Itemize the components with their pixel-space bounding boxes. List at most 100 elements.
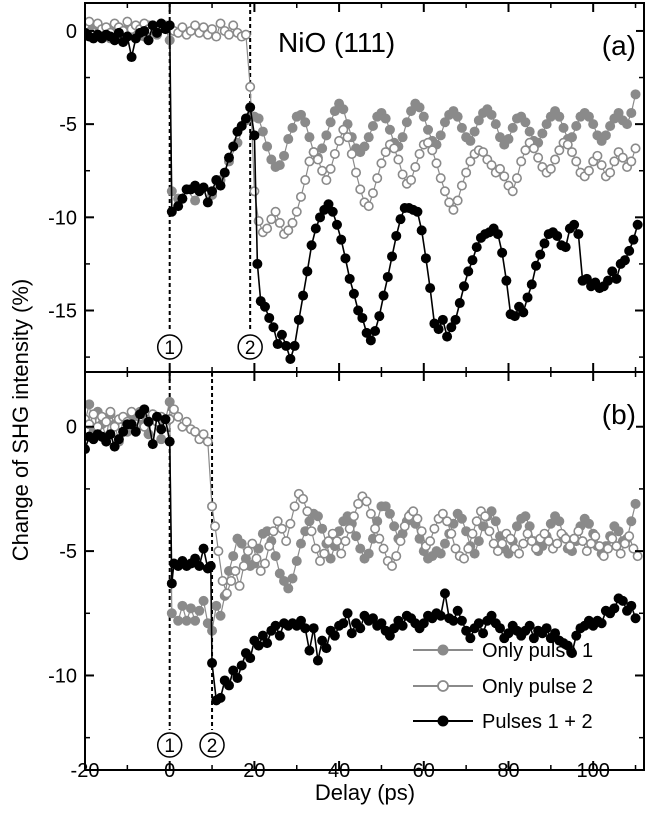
- data-point-open: [351, 167, 362, 178]
- data-point-open: [221, 588, 232, 599]
- data-point-open: [215, 18, 226, 29]
- data-point-open: [325, 163, 336, 174]
- data-point: [613, 526, 624, 537]
- data-point: [353, 305, 364, 316]
- data-point: [355, 543, 366, 554]
- data-point: [304, 645, 315, 656]
- data-point-open: [374, 533, 385, 544]
- data-point-open: [331, 536, 342, 547]
- data-point: [228, 141, 239, 152]
- data-point-open: [181, 416, 192, 427]
- data-point: [295, 109, 306, 120]
- data-point: [340, 253, 351, 264]
- data-point: [418, 111, 429, 122]
- data-point: [478, 628, 489, 639]
- data-point: [304, 132, 315, 143]
- pulse-marker-label: 2: [207, 736, 218, 757]
- data-point: [312, 655, 323, 666]
- data-point: [346, 628, 357, 639]
- data-point: [539, 238, 550, 249]
- data-point-open: [505, 533, 516, 544]
- data-point: [139, 25, 150, 36]
- data-point-open: [365, 508, 376, 519]
- x-tick-label: 20: [243, 760, 265, 782]
- data-point: [181, 615, 192, 626]
- data-point-open: [478, 147, 489, 158]
- data-point: [166, 608, 177, 619]
- data-point-open: [598, 551, 609, 562]
- data-point-open: [268, 526, 279, 537]
- data-point-open: [399, 521, 410, 532]
- panel-a: 1 2 0 -5 -10 -15 (a): [48, 2, 645, 373]
- data-point-open: [446, 528, 457, 539]
- data-point-open: [550, 154, 561, 165]
- data-point-open: [528, 143, 539, 154]
- data-point: [526, 279, 537, 290]
- data-point-open: [539, 528, 550, 539]
- data-point: [630, 613, 641, 624]
- data-point: [156, 424, 167, 435]
- data-point: [105, 429, 116, 440]
- data-point-open: [461, 167, 472, 178]
- data-point: [160, 414, 171, 425]
- data-point: [524, 620, 535, 631]
- data-point: [351, 531, 362, 542]
- data-point: [355, 623, 366, 634]
- data-point-open: [264, 541, 275, 552]
- data-point-open: [607, 533, 618, 544]
- data-point: [437, 314, 448, 325]
- data-point: [164, 396, 175, 407]
- data-point: [433, 324, 444, 335]
- data-point: [509, 311, 520, 322]
- data-point: [236, 121, 247, 131]
- data-point-open: [285, 518, 296, 529]
- data-point: [245, 102, 256, 113]
- data-point-open: [226, 575, 237, 586]
- data-point-open: [274, 217, 285, 228]
- data-point-open: [596, 160, 607, 171]
- data-point-open: [395, 536, 406, 547]
- data-point-open: [109, 421, 120, 432]
- data-point: [442, 331, 453, 342]
- data-point: [147, 20, 158, 31]
- data-point: [359, 141, 370, 152]
- legend-label: Pulses 1 + 2: [482, 711, 593, 733]
- data-point-open: [376, 158, 387, 169]
- data-point-open: [562, 139, 573, 150]
- data-point-open: [626, 156, 637, 167]
- data-point-open: [518, 538, 529, 549]
- data-point-open: [300, 175, 311, 186]
- data-point: [274, 630, 285, 641]
- data-point-open: [240, 29, 251, 40]
- data-point: [382, 271, 393, 282]
- data-point: [518, 307, 529, 318]
- data-point-open: [632, 551, 643, 562]
- data-point-open: [234, 580, 245, 591]
- data-point: [452, 605, 463, 616]
- data-point: [317, 523, 328, 534]
- data-point-open: [594, 541, 605, 552]
- data-point-open: [101, 416, 112, 427]
- data-point-open: [255, 565, 266, 576]
- data-point-open: [617, 152, 628, 163]
- data-point-open: [391, 551, 402, 562]
- data-point-open: [340, 536, 351, 547]
- data-point: [257, 126, 268, 137]
- data-point-open: [497, 538, 508, 549]
- data-point: [329, 106, 340, 117]
- data-point-open: [583, 165, 594, 176]
- data-point-open: [223, 29, 234, 40]
- data-point: [583, 111, 594, 122]
- y-tick-label: 0: [66, 417, 77, 439]
- data-point: [439, 588, 450, 599]
- data-point-open: [370, 523, 381, 534]
- pulse-marker-circle: [199, 732, 225, 758]
- data-point-open: [355, 184, 366, 195]
- x-tick-label: 40: [328, 760, 350, 782]
- data-point: [603, 275, 614, 286]
- data-point: [194, 605, 205, 616]
- panel-tag-bg: [560, 25, 636, 65]
- data-point-open: [346, 148, 357, 159]
- data-point: [630, 89, 641, 100]
- legend-label: Only pulse 1: [482, 640, 593, 662]
